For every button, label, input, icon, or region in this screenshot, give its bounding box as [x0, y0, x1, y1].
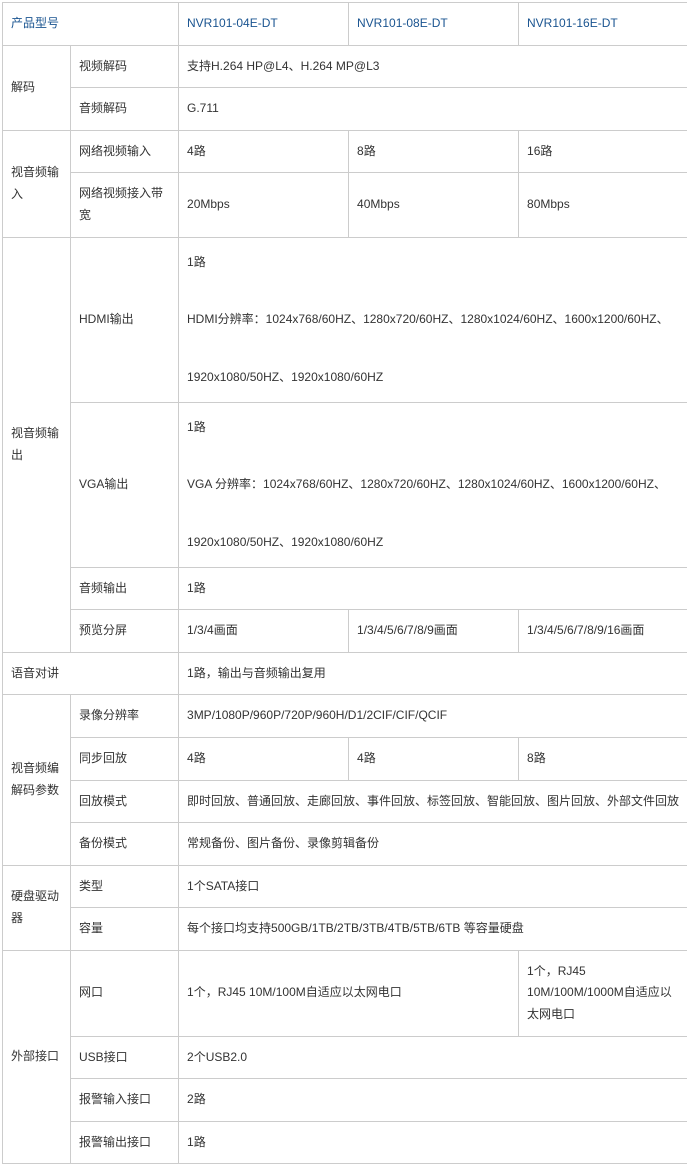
label-sync: 同步回放 [71, 737, 179, 780]
val-sync-m2: 4路 [349, 737, 519, 780]
col-header-product: 产品型号 [3, 3, 179, 46]
group-av-out: 视音频输出 [3, 237, 71, 652]
val-sync-m1: 4路 [179, 737, 349, 780]
val-audio-decode: G.711 [179, 88, 687, 131]
group-decode: 解码 [3, 45, 71, 130]
label-usb: USB接口 [71, 1036, 179, 1079]
val-playback: 即时回放、普通回放、走廊回放、事件回放、标签回放、智能回放、图片回放、外部文件回… [179, 780, 687, 823]
val-net-video-in-m3: 16路 [519, 130, 687, 173]
label-net-video-in: 网络视频输入 [71, 130, 179, 173]
val-net-m12: 1个，RJ45 10M/100M自适应以太网电口 [179, 950, 519, 1036]
val-net-video-in-m1: 4路 [179, 130, 349, 173]
label-alarm-out: 报警输出接口 [71, 1121, 179, 1164]
val-voice: 1路，输出与音频输出复用 [179, 652, 687, 695]
val-bandwidth-m3: 80Mbps [519, 173, 687, 237]
group-hdd: 硬盘驱动器 [3, 865, 71, 950]
val-net-video-in-m2: 8路 [349, 130, 519, 173]
col-header-m3: NVR101-16E-DT [519, 3, 687, 46]
val-preview-m2: 1/3/4/5/6/7/8/9画面 [349, 610, 519, 653]
label-net: 网口 [71, 950, 179, 1036]
label-hdd-cap: 容量 [71, 908, 179, 951]
val-net-m3: 1个，RJ45 10M/100M/1000M自适应以太网电口 [519, 950, 687, 1036]
label-audio-out: 音频输出 [71, 567, 179, 610]
val-bandwidth-m2: 40Mbps [349, 173, 519, 237]
val-usb: 2个USB2.0 [179, 1036, 687, 1079]
val-vga: 1路 VGA 分辨率：1024x768/60HZ、1280x720/60HZ、1… [179, 402, 687, 567]
col-header-m1: NVR101-04E-DT [179, 3, 349, 46]
val-video-decode: 支持H.264 HP@L4、H.264 MP@L3 [179, 45, 687, 88]
group-av-in: 视音频输入 [3, 130, 71, 237]
label-hdmi: HDMI输出 [71, 237, 179, 402]
val-alarm-out: 1路 [179, 1121, 687, 1164]
val-alarm-in: 2路 [179, 1079, 687, 1122]
val-hdmi: 1路 HDMI分辨率：1024x768/60HZ、1280x720/60HZ、1… [179, 237, 687, 402]
label-video-decode: 视频解码 [71, 45, 179, 88]
val-preview-m1: 1/3/4画面 [179, 610, 349, 653]
group-ext: 外部接口 [3, 950, 71, 1164]
label-vga: VGA输出 [71, 402, 179, 567]
val-hdd-cap: 每个接口均支持500GB/1TB/2TB/3TB/4TB/5TB/6TB 等容量… [179, 908, 687, 951]
label-preview: 预览分屏 [71, 610, 179, 653]
label-voice: 语音对讲 [3, 652, 179, 695]
label-playback: 回放模式 [71, 780, 179, 823]
label-alarm-in: 报警输入接口 [71, 1079, 179, 1122]
group-enc-dec: 视音频编解码参数 [3, 695, 71, 865]
label-audio-decode: 音频解码 [71, 88, 179, 131]
val-hdd-type: 1个SATA接口 [179, 865, 687, 908]
label-hdd-type: 类型 [71, 865, 179, 908]
label-resolution: 录像分辨率 [71, 695, 179, 738]
val-resolution: 3MP/1080P/960P/720P/960H/D1/2CIF/CIF/QCI… [179, 695, 687, 738]
val-bandwidth-m1: 20Mbps [179, 173, 349, 237]
spec-table: 产品型号 NVR101-04E-DT NVR101-08E-DT NVR101-… [2, 2, 687, 1164]
col-header-m2: NVR101-08E-DT [349, 3, 519, 46]
label-bandwidth: 网络视频接入带宽 [71, 173, 179, 237]
val-preview-m3: 1/3/4/5/6/7/8/9/16画面 [519, 610, 687, 653]
val-sync-m3: 8路 [519, 737, 687, 780]
val-audio-out: 1路 [179, 567, 687, 610]
